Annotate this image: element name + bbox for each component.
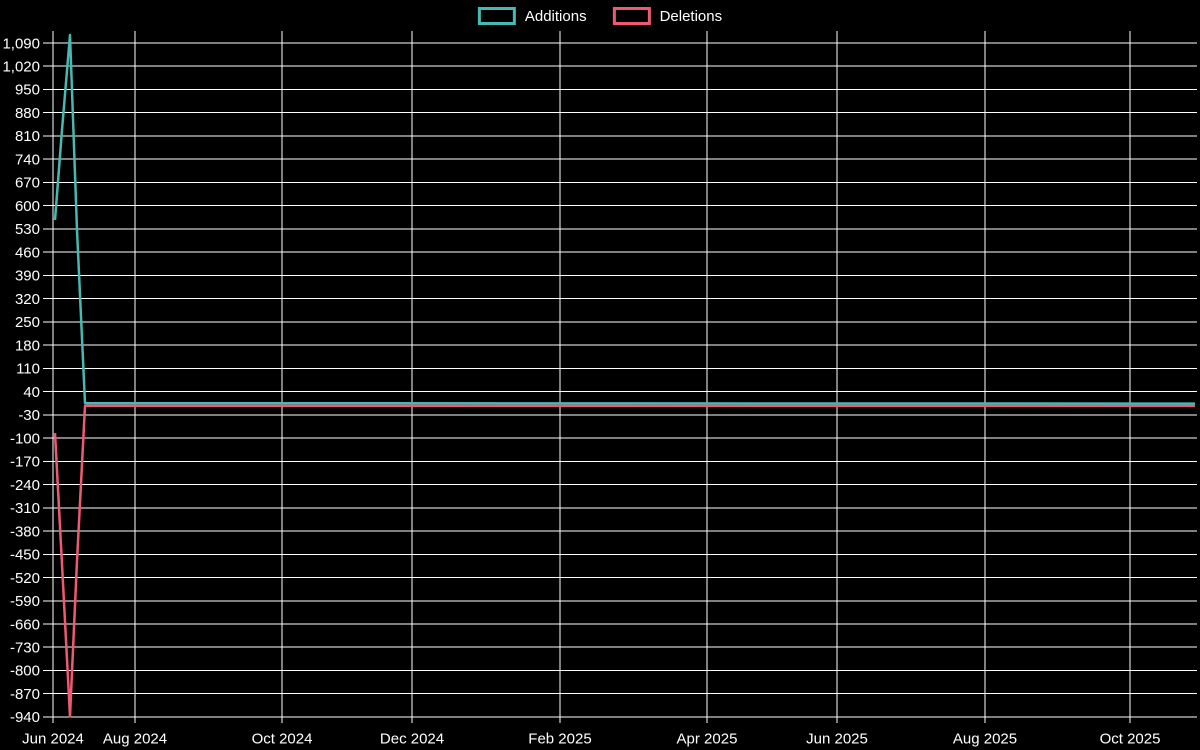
y-tick-label: 40 (23, 384, 40, 401)
legend-item-additions[interactable]: Additions (477, 7, 587, 25)
additions-swatch-icon (477, 7, 516, 25)
y-tick-label: -450 (10, 547, 40, 564)
x-tick-label: Jun 2025 (806, 730, 868, 747)
y-tick-label: -170 (10, 454, 40, 471)
y-tick-label: -660 (10, 616, 40, 633)
y-tick-label: 530 (15, 221, 40, 238)
y-tick-label: 390 (15, 268, 40, 285)
y-tick-label: -520 (10, 570, 40, 587)
x-tick-label: Oct 2025 (1100, 730, 1161, 747)
y-tick-label: -240 (10, 477, 40, 494)
y-tick-label: 670 (15, 175, 40, 192)
y-tick-label: 1,090 (2, 35, 40, 52)
legend-label-deletions: Deletions (659, 7, 723, 25)
x-tick-label: Jun 2024 (22, 730, 84, 747)
x-tick-label: Aug 2024 (103, 730, 167, 747)
series-line-deletions (53, 404, 1195, 718)
y-tick-label: -100 (10, 430, 40, 447)
y-tick-label: 810 (15, 128, 40, 145)
y-tick-label: -940 (10, 709, 40, 726)
y-tick-label: -730 (10, 639, 40, 656)
y-tick-label: 460 (15, 244, 40, 261)
legend-item-deletions[interactable]: Deletions (612, 7, 723, 25)
x-tick-label: Feb 2025 (528, 730, 591, 747)
chart-legend: Additions Deletions (477, 7, 723, 25)
y-tick-label: 180 (15, 337, 40, 354)
x-tick-label: Apr 2025 (677, 730, 738, 747)
x-tick-label: Oct 2024 (252, 730, 313, 747)
y-tick-label: 880 (15, 105, 40, 122)
y-tick-label: -800 (10, 663, 40, 680)
y-tick-label: -590 (10, 593, 40, 610)
y-tick-label: 110 (16, 361, 40, 378)
y-tick-label: 600 (15, 198, 40, 215)
deletions-swatch-icon (612, 7, 651, 25)
x-tick-label: Aug 2025 (953, 730, 1017, 747)
y-tick-label: -310 (10, 500, 40, 517)
y-tick-label: 1,020 (2, 58, 40, 75)
y-tick-label: 740 (15, 151, 40, 168)
y-tick-label: -30 (18, 407, 40, 424)
x-tick-label: Dec 2024 (380, 730, 444, 747)
y-tick-label: -870 (10, 686, 40, 703)
legend-label-additions: Additions (524, 7, 587, 25)
y-tick-label: -380 (10, 523, 40, 540)
series-line-additions (53, 33, 1196, 405)
y-tick-label: 950 (15, 82, 40, 99)
y-tick-label: 250 (15, 314, 40, 331)
y-tick-label: 320 (15, 291, 40, 308)
